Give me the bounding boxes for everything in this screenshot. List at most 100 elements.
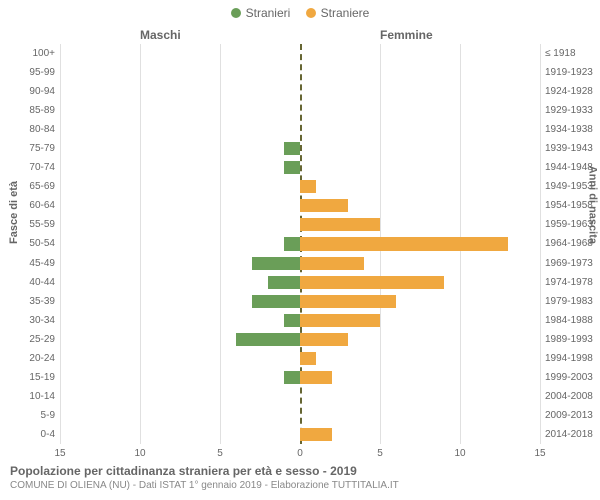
data-row	[60, 406, 540, 425]
legend-label-male: Stranieri	[246, 6, 291, 20]
legend-item-female: Straniere	[306, 6, 370, 20]
data-row	[60, 177, 540, 196]
bar-female	[300, 276, 444, 289]
x-tick-label: 10	[454, 448, 465, 459]
chart-subtitle: COMUNE DI OLIENA (NU) - Dati ISTAT 1° ge…	[10, 480, 399, 491]
x-tick-label: 5	[217, 448, 223, 459]
plot-area	[60, 44, 540, 444]
column-header-left: Maschi	[140, 28, 181, 42]
birth-year-label: 1999-2003	[545, 368, 600, 387]
birth-year-label: 1919-1923	[545, 63, 600, 82]
birth-year-label: ≤ 1918	[545, 44, 600, 63]
age-label: 100+	[0, 44, 55, 63]
age-label: 35-39	[0, 292, 55, 311]
birth-year-label: 1974-1978	[545, 273, 600, 292]
bar-female	[300, 352, 316, 365]
bar-male	[284, 161, 300, 174]
data-row	[60, 139, 540, 158]
age-label: 15-19	[0, 368, 55, 387]
age-label: 25-29	[0, 330, 55, 349]
data-row	[60, 215, 540, 234]
bar-female	[300, 218, 380, 231]
bar-female	[300, 237, 508, 250]
data-row	[60, 234, 540, 253]
bar-male	[252, 257, 300, 270]
age-label: 20-24	[0, 349, 55, 368]
bar-female	[300, 314, 380, 327]
birth-year-label: 2014-2018	[545, 425, 600, 444]
data-row	[60, 311, 540, 330]
legend-item-male: Stranieri	[231, 6, 291, 20]
age-label: 30-34	[0, 311, 55, 330]
legend: Stranieri Straniere	[0, 6, 600, 21]
data-row	[60, 349, 540, 368]
data-row	[60, 158, 540, 177]
birth-year-label: 1964-1968	[545, 234, 600, 253]
birth-year-label: 1984-1988	[545, 311, 600, 330]
age-label: 45-49	[0, 254, 55, 273]
bar-male	[284, 371, 300, 384]
bar-male	[284, 142, 300, 155]
bar-female	[300, 295, 396, 308]
x-tick-label: 15	[534, 448, 545, 459]
data-row	[60, 196, 540, 215]
column-header-right: Femmine	[380, 28, 433, 42]
bar-male	[236, 333, 300, 346]
bar-female	[300, 199, 348, 212]
bar-male	[284, 314, 300, 327]
bar-female	[300, 180, 316, 193]
age-label: 85-89	[0, 101, 55, 120]
data-row	[60, 425, 540, 444]
age-label: 5-9	[0, 406, 55, 425]
data-row	[60, 330, 540, 349]
age-label: 50-54	[0, 234, 55, 253]
birth-year-label: 1934-1938	[545, 120, 600, 139]
birth-year-label: 1939-1943	[545, 139, 600, 158]
age-label: 55-59	[0, 215, 55, 234]
x-tick-label: 15	[54, 448, 65, 459]
birth-year-label: 1979-1983	[545, 292, 600, 311]
population-pyramid-chart: Stranieri Straniere Maschi Femmine Fasce…	[0, 0, 600, 500]
birth-year-label: 1969-1973	[545, 254, 600, 273]
x-tick-label: 10	[134, 448, 145, 459]
age-label: 75-79	[0, 139, 55, 158]
age-label: 40-44	[0, 273, 55, 292]
x-tick-label: 5	[377, 448, 383, 459]
age-label: 65-69	[0, 177, 55, 196]
birth-year-label: 1929-1933	[545, 101, 600, 120]
data-row	[60, 120, 540, 139]
bar-male	[284, 237, 300, 250]
x-tick-label: 0	[297, 448, 303, 459]
data-row	[60, 254, 540, 273]
legend-dot-female	[306, 8, 316, 18]
legend-dot-male	[231, 8, 241, 18]
data-row	[60, 368, 540, 387]
bar-female	[300, 371, 332, 384]
gridline	[540, 44, 541, 444]
data-row	[60, 273, 540, 292]
age-label: 0-4	[0, 425, 55, 444]
birth-year-label: 1924-1928	[545, 82, 600, 101]
birth-year-label: 1959-1963	[545, 215, 600, 234]
birth-year-label: 1954-1958	[545, 196, 600, 215]
bar-female	[300, 428, 332, 441]
birth-year-label: 1994-1998	[545, 349, 600, 368]
bar-female	[300, 257, 364, 270]
age-label: 80-84	[0, 120, 55, 139]
birth-year-label: 2004-2008	[545, 387, 600, 406]
bar-male	[268, 276, 300, 289]
data-row	[60, 63, 540, 82]
age-label: 10-14	[0, 387, 55, 406]
birth-year-label: 1944-1948	[545, 158, 600, 177]
age-label: 60-64	[0, 196, 55, 215]
birth-year-label: 1989-1993	[545, 330, 600, 349]
bar-male	[252, 295, 300, 308]
legend-label-female: Straniere	[321, 6, 370, 20]
age-label: 70-74	[0, 158, 55, 177]
data-row	[60, 387, 540, 406]
data-row	[60, 292, 540, 311]
data-row	[60, 82, 540, 101]
chart-title: Popolazione per cittadinanza straniera p…	[10, 464, 357, 478]
birth-year-label: 1949-1953	[545, 177, 600, 196]
data-row	[60, 44, 540, 63]
